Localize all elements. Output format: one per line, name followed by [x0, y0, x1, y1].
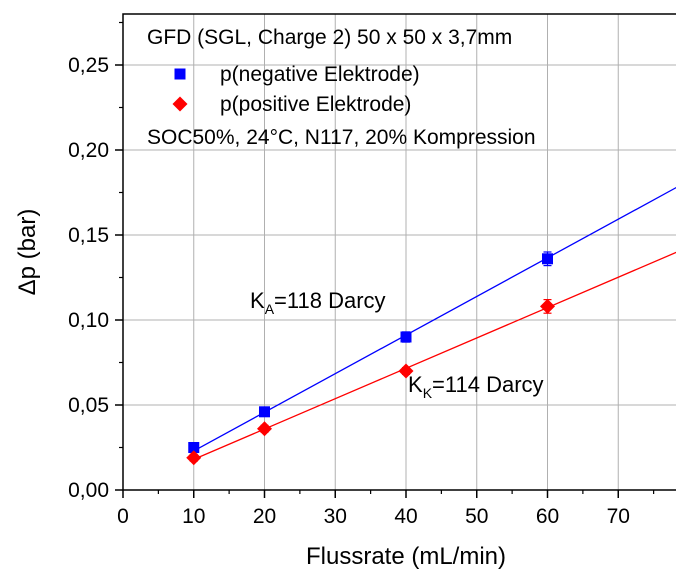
data-point [259, 406, 270, 418]
annotation-kk: KK=114 Darcy [408, 372, 544, 401]
y-tick-label: 0,25 [68, 54, 109, 77]
y-tick-label: 0,15 [68, 224, 109, 247]
x-axis-label: Flussrate (mL/min) [306, 543, 506, 570]
data-point [398, 363, 414, 379]
data-point [257, 421, 272, 437]
y-tick-label: 0,20 [68, 139, 109, 162]
tick-labels: 010203040506070800,000,050,100,150,200,2… [68, 54, 630, 528]
y-tick-label: 0,00 [68, 479, 109, 502]
annotation-ka: KA=118 Darcy [250, 288, 386, 317]
x-tick-label: 40 [394, 505, 417, 528]
x-tick-label: 60 [536, 505, 559, 528]
fit-line-1 [193, 186, 676, 452]
legend-header: GFD (SGL, Charge 2) 50 x 50 x 3,7mm [147, 26, 512, 49]
y-tick-label: 0,05 [68, 394, 109, 417]
data-points [186, 253, 555, 466]
x-tick-label: 20 [253, 505, 276, 528]
x-tick-label: 0 [117, 505, 129, 528]
fit-lines [193, 186, 676, 460]
legend-label: p(positive Elektrode) [220, 93, 411, 116]
data-point [186, 450, 202, 466]
legend-marker-diamond [172, 96, 188, 112]
data-point [188, 442, 200, 453]
x-tick-label: 10 [182, 505, 205, 528]
fit-line-2 [193, 251, 676, 460]
legend-footer: SOC50%, 24°C, N117, 20% Kompression [147, 126, 536, 149]
legend-entries: p(negative Elektrode) p(positive Elektrod… [172, 63, 420, 116]
x-tick-label: 70 [607, 505, 630, 528]
x-tick-label: 30 [324, 505, 347, 528]
data-point [400, 331, 412, 343]
y-tick-label: 0,10 [68, 309, 109, 332]
data-point [542, 253, 553, 265]
axis-ticks [115, 21, 655, 498]
y-axis-label: Δp (bar) [14, 209, 41, 296]
x-tick-label: 50 [465, 505, 488, 528]
legend-label: p(negative Elektrode) [220, 63, 420, 86]
legend: GFD (SGL, Charge 2) 50 x 50 x 3,7mm p(ne… [147, 26, 536, 149]
data-point [540, 298, 555, 314]
legend-marker-square [174, 68, 186, 80]
